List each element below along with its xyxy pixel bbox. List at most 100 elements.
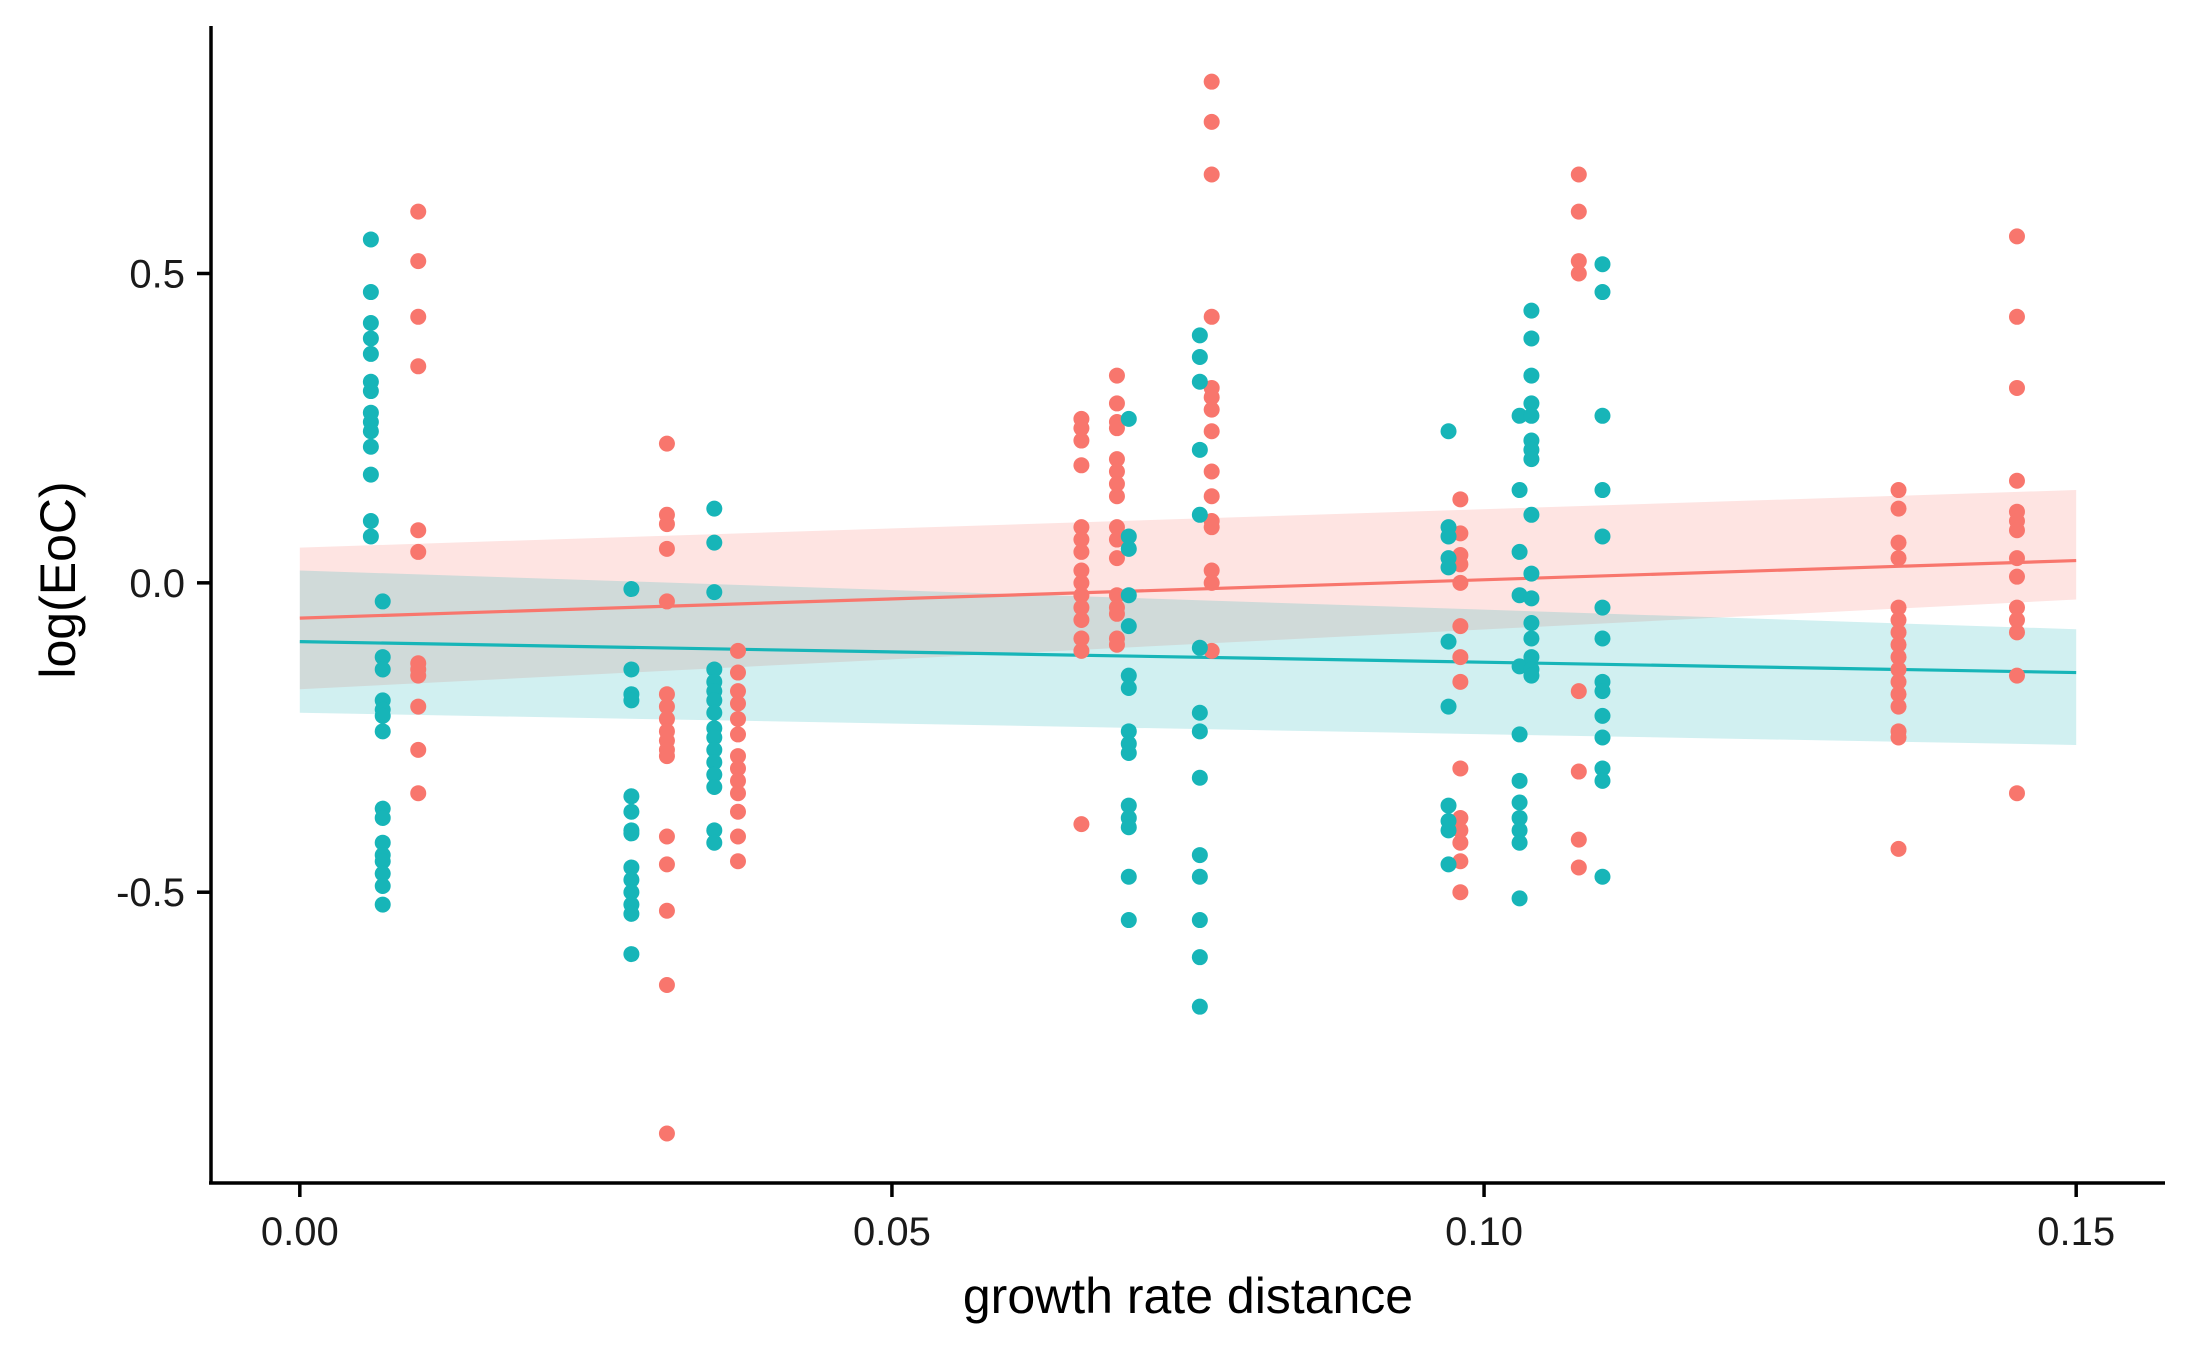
data-point bbox=[1452, 834, 1469, 851]
data-points bbox=[362, 73, 2025, 1142]
data-point bbox=[1452, 649, 1469, 666]
data-point bbox=[729, 683, 746, 700]
data-point bbox=[1203, 488, 1220, 505]
data-point bbox=[1203, 463, 1220, 480]
data-point bbox=[729, 695, 746, 712]
data-point bbox=[1890, 649, 1907, 666]
y-tick-label: 0.5 bbox=[129, 252, 185, 296]
data-point bbox=[374, 593, 391, 610]
data-point bbox=[1594, 772, 1611, 789]
data-point bbox=[1594, 256, 1611, 273]
data-point bbox=[658, 748, 675, 765]
data-point bbox=[410, 741, 427, 758]
data-point bbox=[1890, 636, 1907, 653]
data-point bbox=[1073, 816, 1090, 833]
data-point bbox=[1594, 407, 1611, 424]
data-point bbox=[623, 692, 640, 709]
data-point bbox=[1452, 618, 1469, 635]
data-point bbox=[658, 710, 675, 727]
trend-line-1 bbox=[299, 640, 2077, 675]
data-point bbox=[2008, 568, 2025, 585]
data-point bbox=[1452, 760, 1469, 777]
data-point bbox=[1120, 744, 1137, 761]
data-point bbox=[1073, 531, 1090, 548]
data-point bbox=[2008, 624, 2025, 641]
data-point bbox=[2008, 550, 2025, 567]
data-point bbox=[374, 896, 391, 913]
data-point bbox=[1452, 673, 1469, 690]
data-point bbox=[1191, 949, 1208, 966]
data-point bbox=[1440, 797, 1457, 814]
data-point bbox=[1108, 488, 1125, 505]
data-point bbox=[410, 785, 427, 802]
data-point bbox=[1890, 611, 1907, 628]
data-point bbox=[1203, 574, 1220, 591]
data-point bbox=[1120, 723, 1137, 740]
data-point bbox=[2008, 785, 2025, 802]
ci-bands bbox=[299, 490, 2077, 745]
data-point bbox=[706, 766, 723, 783]
data-point bbox=[410, 358, 427, 375]
data-point bbox=[410, 543, 427, 560]
data-point bbox=[362, 466, 379, 483]
data-point bbox=[1073, 432, 1090, 449]
data-point bbox=[1108, 395, 1125, 412]
data-point bbox=[410, 203, 427, 220]
data-point bbox=[1073, 599, 1090, 616]
data-point bbox=[1594, 630, 1611, 647]
data-point bbox=[1120, 912, 1137, 929]
data-point bbox=[623, 871, 640, 888]
data-point bbox=[658, 516, 675, 533]
data-point bbox=[1073, 519, 1090, 536]
data-point bbox=[1203, 73, 1220, 90]
data-point bbox=[1511, 890, 1528, 907]
data-point bbox=[1890, 599, 1907, 616]
data-point bbox=[658, 856, 675, 873]
data-point bbox=[374, 809, 391, 826]
data-point bbox=[1120, 797, 1137, 814]
data-point bbox=[706, 661, 723, 678]
data-point bbox=[1108, 550, 1125, 567]
data-point bbox=[658, 828, 675, 845]
data-point bbox=[1452, 574, 1469, 591]
data-point bbox=[1191, 506, 1208, 523]
data-point bbox=[362, 438, 379, 455]
data-point bbox=[1570, 763, 1587, 780]
data-point bbox=[1108, 605, 1125, 622]
data-point bbox=[1523, 302, 1540, 319]
data-point bbox=[729, 710, 746, 727]
data-point bbox=[362, 345, 379, 362]
data-point bbox=[1890, 550, 1907, 567]
data-point bbox=[623, 825, 640, 842]
data-point bbox=[362, 314, 379, 331]
data-point bbox=[374, 649, 391, 666]
data-point bbox=[1890, 698, 1907, 715]
data-point bbox=[1523, 590, 1540, 607]
data-point bbox=[658, 1125, 675, 1142]
data-point bbox=[729, 785, 746, 802]
y-axis-title: log(EoC) bbox=[30, 481, 86, 678]
data-point bbox=[1890, 624, 1907, 641]
data-point bbox=[1108, 420, 1125, 437]
data-point bbox=[362, 528, 379, 545]
data-point bbox=[410, 698, 427, 715]
data-point bbox=[374, 661, 391, 678]
x-tick-label: 0.05 bbox=[853, 1210, 931, 1254]
data-point bbox=[1594, 707, 1611, 724]
data-point bbox=[362, 383, 379, 400]
data-point bbox=[1203, 113, 1220, 130]
data-point bbox=[1191, 868, 1208, 885]
x-tick-label: 0.15 bbox=[2037, 1210, 2115, 1254]
data-point bbox=[2008, 379, 2025, 396]
data-point bbox=[1191, 769, 1208, 786]
data-point bbox=[1073, 642, 1090, 659]
data-point bbox=[1594, 729, 1611, 746]
data-point bbox=[374, 865, 391, 882]
data-point bbox=[1511, 543, 1528, 560]
data-point bbox=[410, 522, 427, 539]
data-point bbox=[1440, 698, 1457, 715]
data-point bbox=[1570, 203, 1587, 220]
data-point bbox=[729, 664, 746, 681]
data-point bbox=[1108, 587, 1125, 604]
data-point bbox=[1523, 649, 1540, 666]
